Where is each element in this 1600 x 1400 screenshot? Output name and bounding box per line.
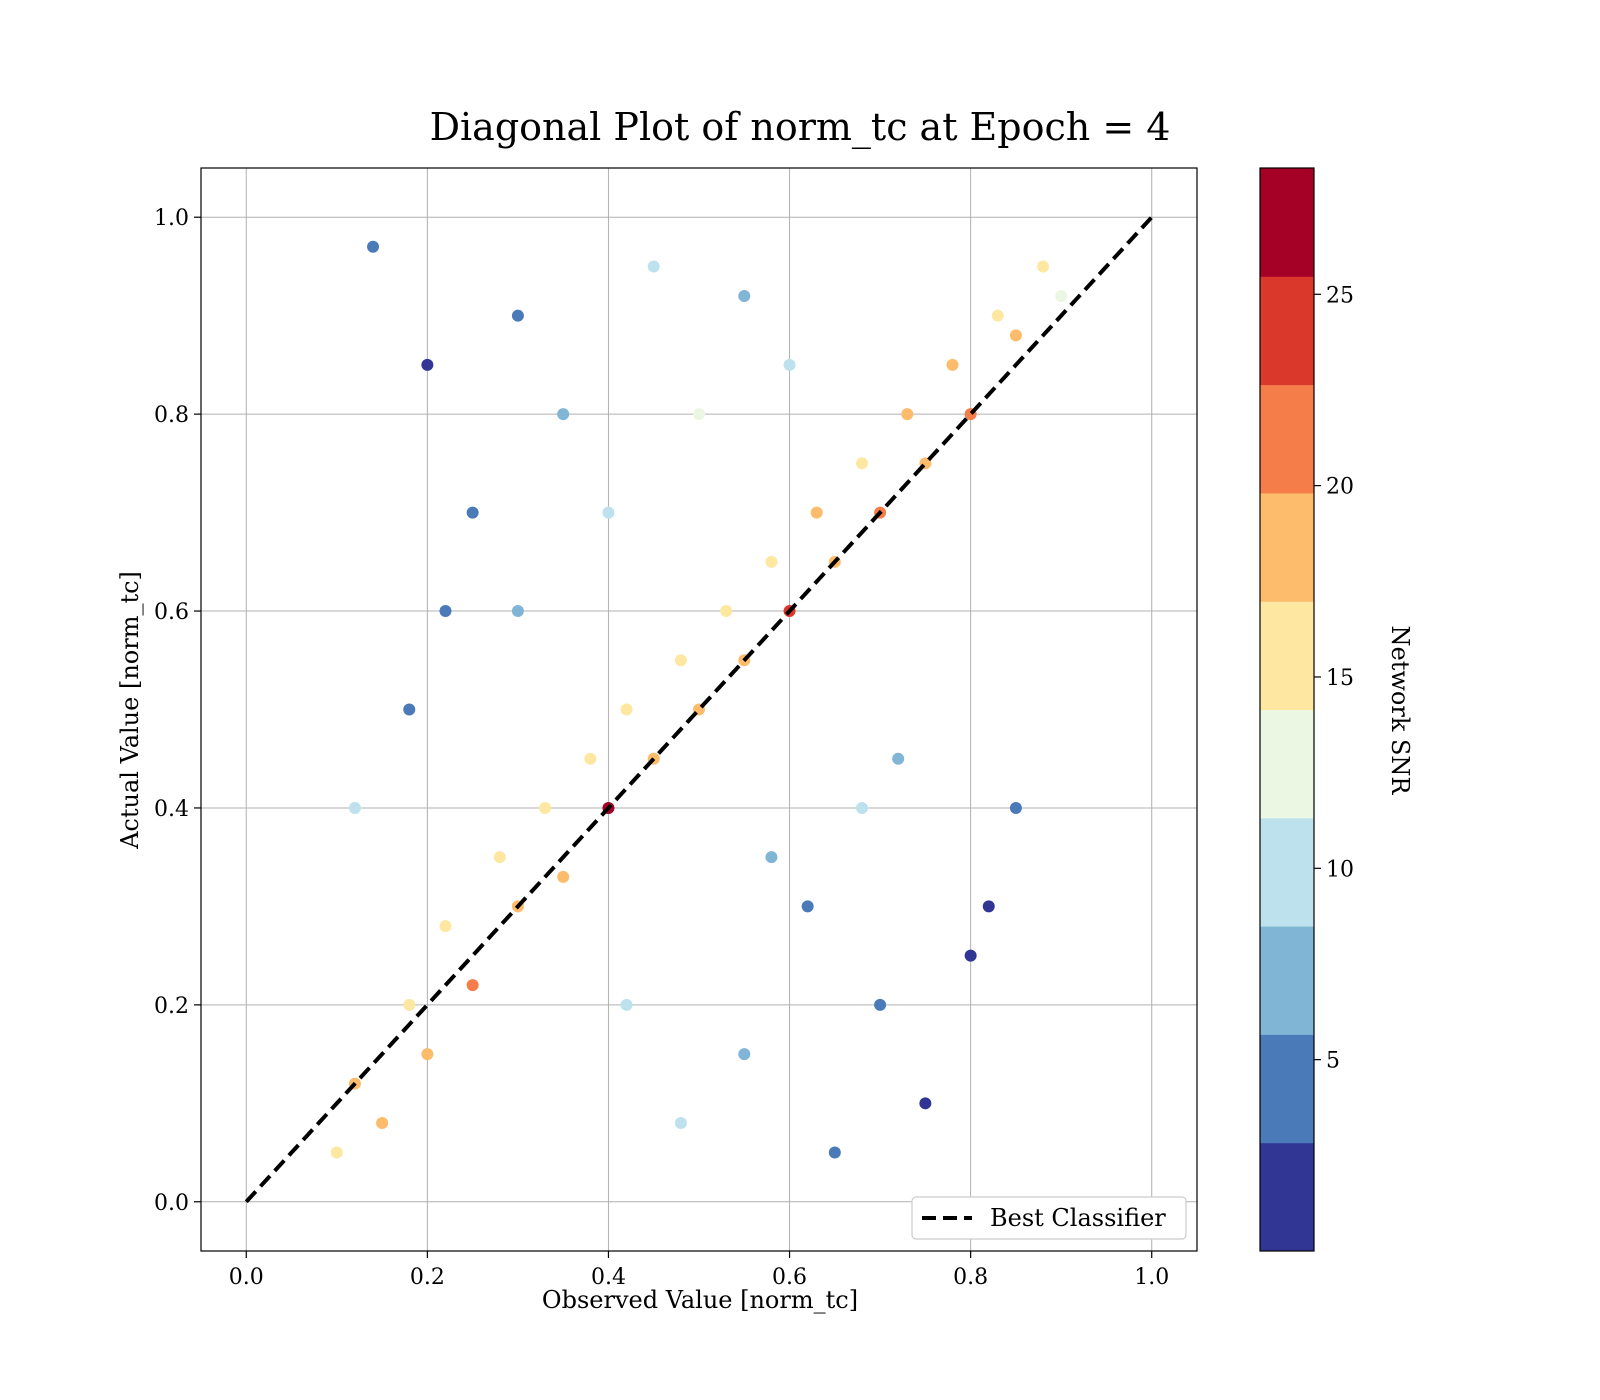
x-tick-label: 0.8 — [953, 1265, 988, 1290]
scatter-point — [466, 506, 479, 519]
scatter-point — [511, 309, 524, 322]
x-tick-label: 0.0 — [229, 1265, 264, 1290]
scatter-point — [801, 900, 814, 913]
scatter-point — [855, 457, 868, 470]
scatter-point — [557, 870, 570, 883]
colorbar-segment — [1260, 709, 1314, 819]
scatter-point — [348, 801, 361, 814]
scatter-point — [539, 801, 552, 814]
colorbar-ticks: 5 10 15 20 25 — [1314, 283, 1354, 1074]
colorbar-segment — [1260, 817, 1314, 927]
scatter-point — [1037, 260, 1050, 273]
colorbar-segment — [1260, 601, 1314, 710]
scatter-point — [421, 358, 434, 371]
scatter-point — [738, 1048, 751, 1061]
y-tick-label: 0.0 — [154, 1191, 189, 1216]
chart-title: Diagonal Plot of norm_tc at Epoch = 4 — [430, 105, 1171, 150]
scatter-point — [584, 752, 597, 765]
scatter-point — [511, 605, 524, 618]
colorbar-segment — [1260, 492, 1314, 602]
x-axis-ticks: 0.0 0.2 0.4 0.6 0.8 1.0 — [229, 1251, 1169, 1290]
colorbar-frame — [1259, 167, 1315, 1252]
scatter-point — [439, 605, 452, 618]
x-tick-label: 0.6 — [772, 1265, 807, 1290]
scatter-point — [466, 979, 479, 992]
scatter-point — [738, 289, 751, 302]
scatter-point — [421, 1048, 434, 1061]
scatter-point — [602, 506, 615, 519]
scatter-point — [946, 358, 959, 371]
scatter-point — [693, 408, 705, 421]
y-axis-label: Actual Value [norm_tc] — [116, 571, 144, 850]
scatter-point — [765, 851, 778, 864]
legend: Best Classifier — [911, 1196, 1187, 1240]
colorbar-tick-label: 10 — [1326, 857, 1354, 882]
scatter-point — [620, 703, 633, 716]
scatter-point — [1009, 329, 1022, 342]
colorbar-segment — [1260, 1142, 1314, 1252]
scatter-point — [1055, 289, 1068, 302]
x-tick-label: 0.4 — [591, 1265, 626, 1290]
scatter-point — [828, 1146, 841, 1159]
legend-box — [911, 1196, 1187, 1240]
plot-area-frame — [200, 167, 1198, 1252]
scatter-point — [330, 1146, 343, 1159]
scatter-point — [647, 260, 660, 273]
colorbar — [1260, 168, 1314, 1252]
scatter-point — [674, 1117, 687, 1130]
scatter-point — [1009, 801, 1022, 814]
scatter-point — [892, 752, 905, 765]
scatter-point — [493, 851, 506, 864]
colorbar-segment — [1260, 926, 1314, 1035]
scatter-point — [874, 998, 887, 1011]
scatter-point — [720, 605, 733, 618]
y-tick-label: 0.8 — [154, 403, 189, 428]
x-tick-label: 0.2 — [410, 1265, 445, 1290]
colorbar-tick-label: 20 — [1326, 475, 1354, 500]
colorbar-tick-label: 25 — [1326, 283, 1354, 308]
colorbar-segment — [1260, 168, 1314, 277]
scatter-point — [765, 555, 778, 568]
scatter-point — [403, 998, 416, 1011]
scatter-point — [376, 1117, 389, 1130]
y-tick-label: 1.0 — [154, 206, 189, 231]
y-tick-label: 0.6 — [154, 600, 189, 625]
grid-lines — [201, 168, 1197, 1251]
scatter-point — [901, 408, 914, 421]
scatter-points — [330, 240, 1068, 1159]
y-tick-label: 0.2 — [154, 994, 189, 1019]
colorbar-tick-label: 15 — [1326, 666, 1354, 691]
scatter-point — [964, 949, 977, 962]
scatter-point — [810, 506, 823, 519]
scatter-point — [439, 920, 452, 933]
colorbar-tick-label: 5 — [1326, 1049, 1340, 1074]
scatter-point — [557, 408, 570, 421]
y-axis-ticks: 0.0 0.2 0.4 0.6 0.8 1.0 — [154, 206, 201, 1216]
colorbar-segment — [1260, 276, 1314, 386]
x-tick-label: 1.0 — [1134, 1265, 1169, 1290]
best-classifier-line — [244, 215, 1154, 1204]
scatter-point — [367, 240, 380, 253]
scatter-point — [991, 309, 1004, 322]
y-tick-label: 0.4 — [154, 797, 189, 822]
scatter-point — [674, 654, 687, 667]
colorbar-segment — [1260, 384, 1314, 494]
scatter-point — [855, 801, 868, 814]
scatter-point — [919, 1097, 932, 1110]
x-axis-label: Observed Value [norm_tc] — [542, 1286, 858, 1314]
scatter-point — [982, 900, 995, 913]
scatter-point — [620, 998, 633, 1011]
colorbar-label: Network SNR — [1386, 626, 1414, 796]
scatter-point — [783, 358, 796, 371]
legend-label-best-classifier: Best Classifier — [990, 1204, 1166, 1232]
colorbar-segment — [1260, 1034, 1314, 1144]
scatter-point — [403, 703, 416, 716]
